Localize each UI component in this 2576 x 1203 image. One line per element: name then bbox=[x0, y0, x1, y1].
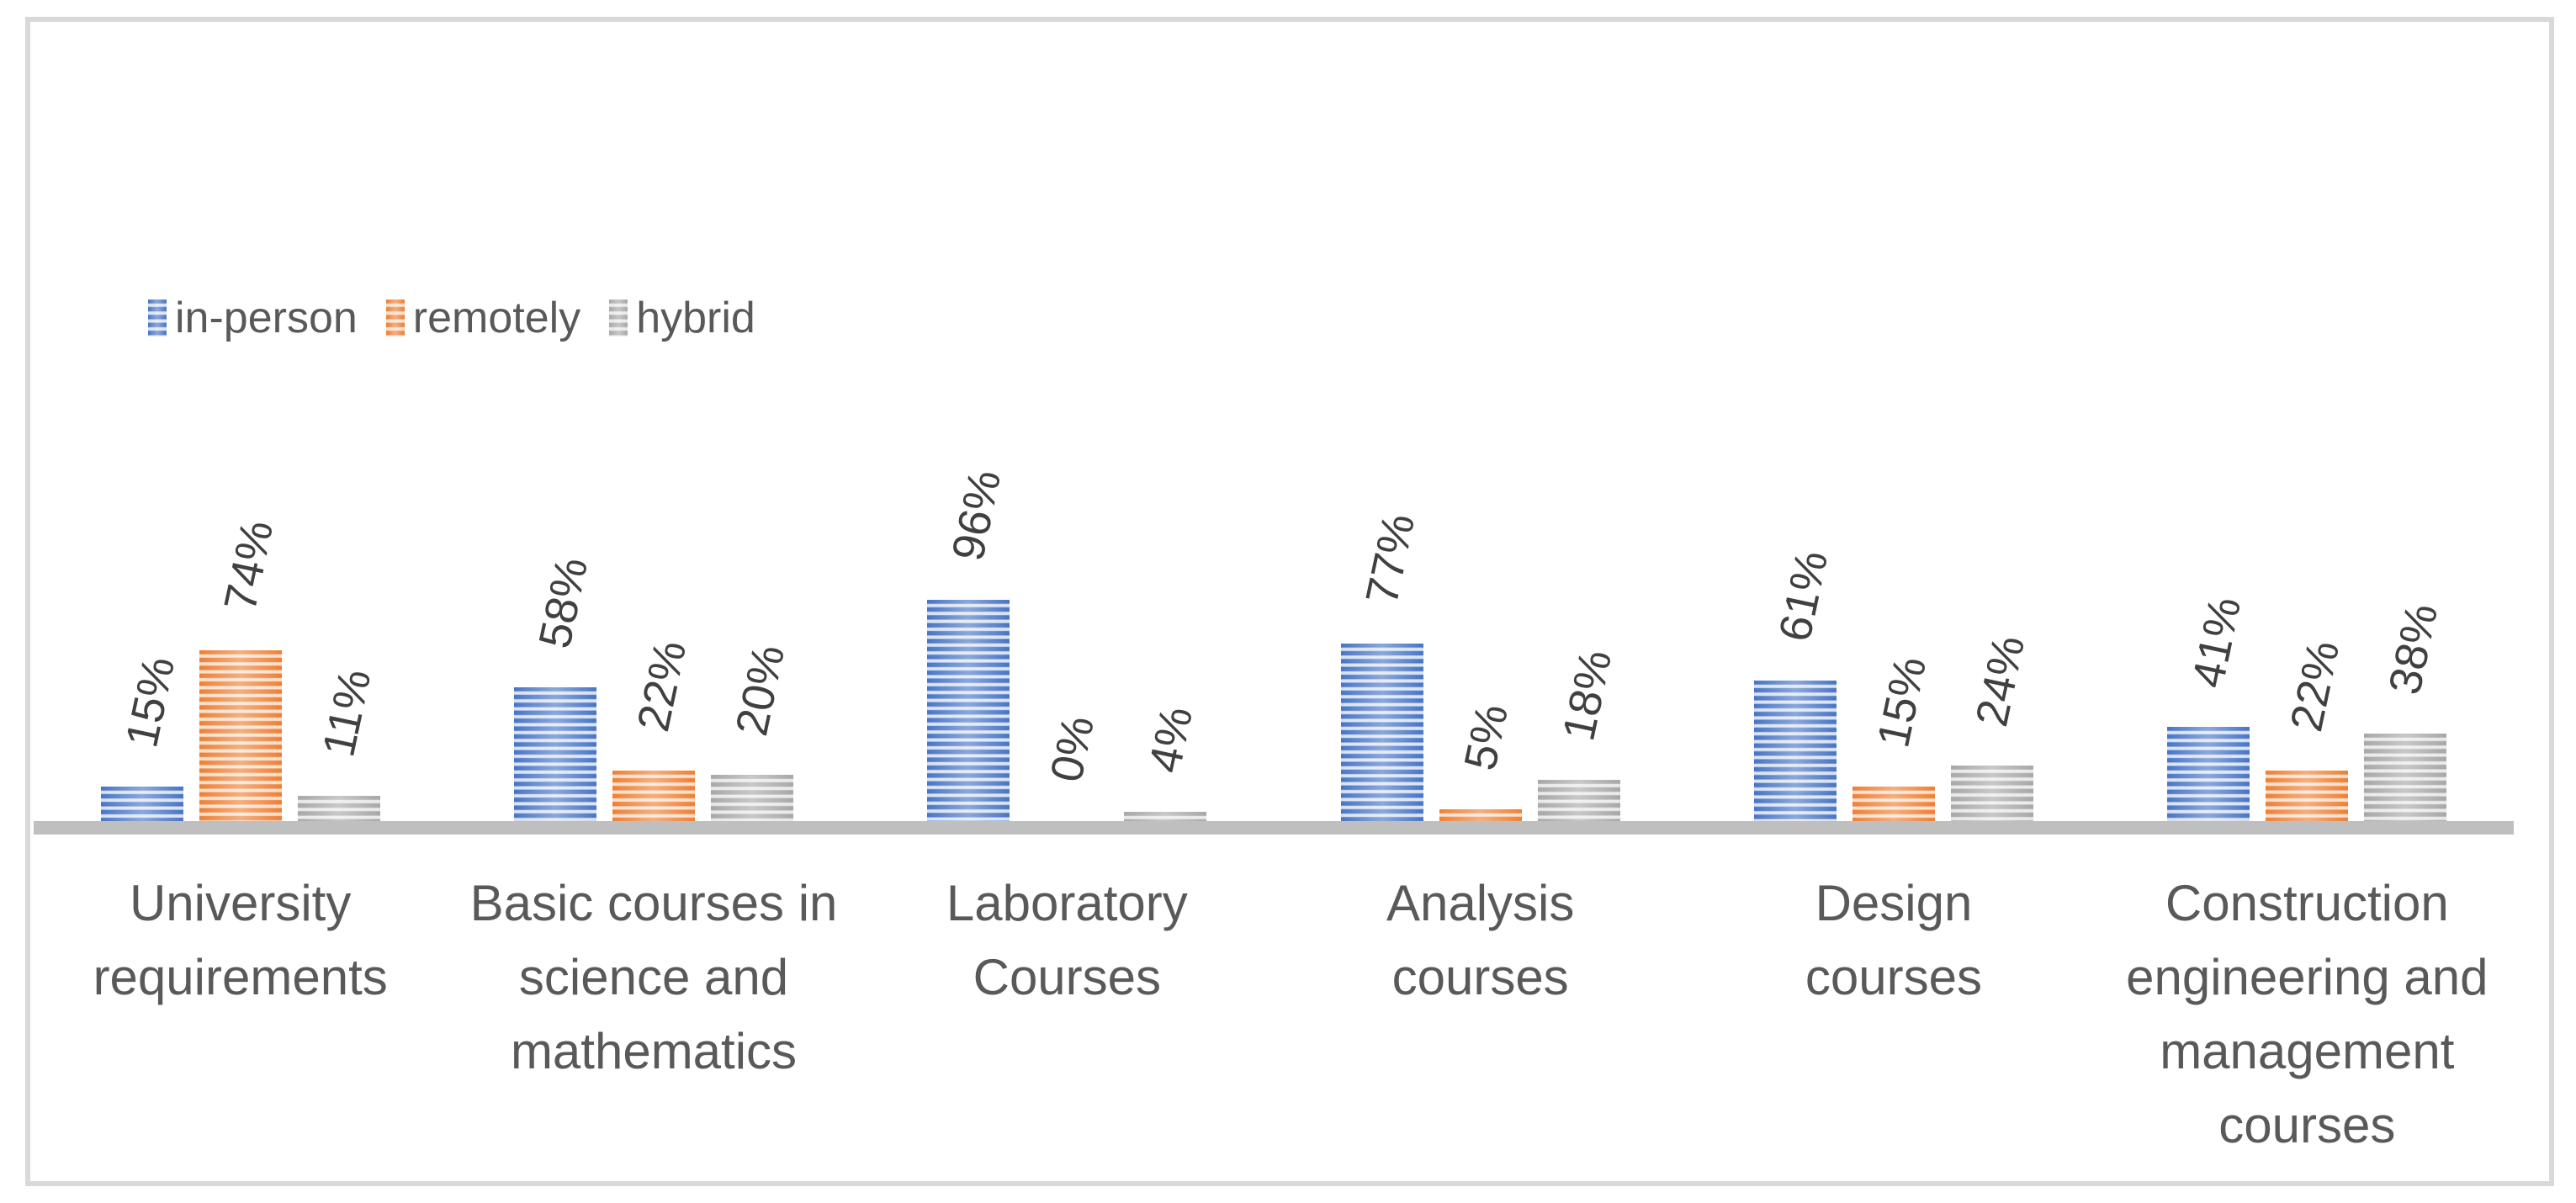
bar-cell: 4% bbox=[1124, 702, 1207, 821]
bar-cell: 20% bbox=[710, 640, 794, 821]
bar-cell: 22% bbox=[2266, 636, 2350, 821]
category-label: Design courses bbox=[1687, 866, 2100, 1163]
bar-in-person bbox=[927, 600, 1010, 821]
legend-item-hybrid: hybrid bbox=[609, 296, 755, 340]
bar-hybrid bbox=[1537, 780, 1620, 821]
bar-remotely bbox=[1852, 787, 1935, 821]
category-label-line: mathematics bbox=[510, 1023, 798, 1079]
bar-cell: 77% bbox=[1340, 509, 1424, 821]
bar-in-person bbox=[2167, 727, 2250, 821]
bar-group: 96% 0% 4% bbox=[861, 232, 1274, 821]
x-axis-line bbox=[34, 821, 2514, 835]
bar-cell: 58% bbox=[513, 553, 597, 821]
legend-swatch-hybrid bbox=[609, 299, 628, 337]
bar-cell: 41% bbox=[2167, 592, 2251, 821]
legend-label: hybrid bbox=[636, 294, 755, 342]
plot-area: 15% 74% 11% 58% 22% 20% 96% 0% 4% 77% 5% 18% 61% 15% 2… bbox=[34, 232, 2514, 821]
bar-value-label: 22% bbox=[628, 636, 697, 736]
category-label-line: Laboratory bbox=[946, 875, 1188, 931]
category-label: Laboratory Courses bbox=[861, 866, 1274, 1163]
bar-in-person bbox=[1753, 681, 1837, 821]
category-label-line: requirements bbox=[93, 949, 388, 1005]
bar-cell: 38% bbox=[2364, 599, 2448, 821]
bar-hybrid bbox=[297, 796, 380, 821]
category-label-line: Construction bbox=[2165, 875, 2449, 931]
bar-in-person bbox=[513, 687, 596, 821]
bar-in-person bbox=[1340, 644, 1423, 821]
bar-value-label: 5% bbox=[1454, 699, 1518, 775]
bar-cell: 11% bbox=[297, 665, 380, 821]
bar-hybrid bbox=[2364, 734, 2447, 821]
bar-in-person bbox=[100, 787, 183, 821]
bar-cell: 18% bbox=[1537, 645, 1621, 821]
bar-cell: 22% bbox=[612, 636, 696, 821]
legend-swatch-remotely bbox=[385, 299, 405, 337]
bar-group: 41% 22% 38% bbox=[2101, 232, 2514, 821]
category-label-line: Analysis bbox=[1386, 875, 1575, 931]
legend-label: remotely bbox=[412, 294, 581, 342]
bar-remotely bbox=[612, 771, 695, 821]
bar-group: 61% 15% 24% bbox=[1687, 232, 2100, 821]
bar-hybrid bbox=[1124, 812, 1207, 821]
bar-cell: 96% bbox=[927, 465, 1011, 821]
bar-remotely bbox=[199, 650, 282, 821]
bar-value-label: 77% bbox=[1355, 509, 1425, 609]
category-label-line: Basic courses in bbox=[469, 875, 838, 931]
bar-group: 58% 22% 20% bbox=[447, 232, 860, 821]
legend-swatch-in-person bbox=[148, 299, 167, 337]
bar-remotely bbox=[1439, 809, 1522, 821]
bar-cell: 15% bbox=[1852, 652, 1936, 821]
category-axis: University requirements Basic courses in sc… bbox=[34, 866, 2514, 1163]
category-label-line: Design bbox=[1815, 875, 1973, 931]
bar-value-label: 24% bbox=[1966, 631, 2035, 731]
legend-item-in-person: in-person bbox=[148, 296, 358, 340]
bar-value-label: 58% bbox=[529, 553, 598, 653]
category-label: Construction engineering and management cou… bbox=[2101, 866, 2514, 1163]
legend-label: in-person bbox=[175, 294, 358, 342]
category-label-line: courses bbox=[1805, 949, 1983, 1005]
legend-item-remotely: remotely bbox=[385, 294, 581, 342]
category-label: Basic courses in science and mathematics bbox=[447, 866, 860, 1163]
bar-value-label: 38% bbox=[2379, 599, 2448, 699]
bar-value-label: 96% bbox=[942, 465, 1011, 565]
bar-remotely bbox=[2266, 771, 2349, 821]
category-label: University requirements bbox=[34, 866, 447, 1163]
bar-value-label: 15% bbox=[1868, 652, 1937, 752]
category-label-line: University bbox=[129, 875, 352, 931]
bar-value-label: 22% bbox=[2281, 636, 2350, 736]
bar-value-label: 0% bbox=[1041, 711, 1105, 787]
bar-cell: 15% bbox=[100, 652, 184, 821]
category-label-line: management bbox=[2160, 1023, 2455, 1079]
bar-cell: 24% bbox=[1950, 631, 2034, 821]
bar-value-label: 74% bbox=[214, 516, 284, 616]
bar-value-label: 20% bbox=[726, 640, 795, 740]
bar-cell: 74% bbox=[199, 516, 283, 821]
bar-value-label: 41% bbox=[2182, 592, 2251, 692]
category-label-line: courses bbox=[1391, 949, 1569, 1005]
bar-value-label: 18% bbox=[1552, 645, 1622, 745]
category-label: Analysis courses bbox=[1274, 866, 1687, 1163]
bar-hybrid bbox=[1950, 766, 2033, 821]
bar-group: 77% 5% 18% bbox=[1274, 232, 1687, 821]
bar-value-label: 11% bbox=[312, 665, 381, 761]
bar-cell: 61% bbox=[1753, 546, 1837, 821]
bar-cell: 5% bbox=[1439, 700, 1522, 821]
bar-value-label: 61% bbox=[1769, 546, 1838, 646]
category-label-line: courses bbox=[2218, 1097, 2396, 1153]
category-label-line: engineering and bbox=[2126, 949, 2489, 1005]
category-label-line: science and bbox=[518, 949, 789, 1005]
legend: in-person remotely hybrid bbox=[148, 296, 755, 340]
bar-value-label: 4% bbox=[1139, 702, 1203, 777]
category-label-line: Courses bbox=[973, 949, 1162, 1005]
bar-hybrid bbox=[710, 775, 793, 821]
bar-group: 15% 74% 11% bbox=[34, 232, 447, 821]
bar-value-label: 15% bbox=[115, 652, 185, 752]
